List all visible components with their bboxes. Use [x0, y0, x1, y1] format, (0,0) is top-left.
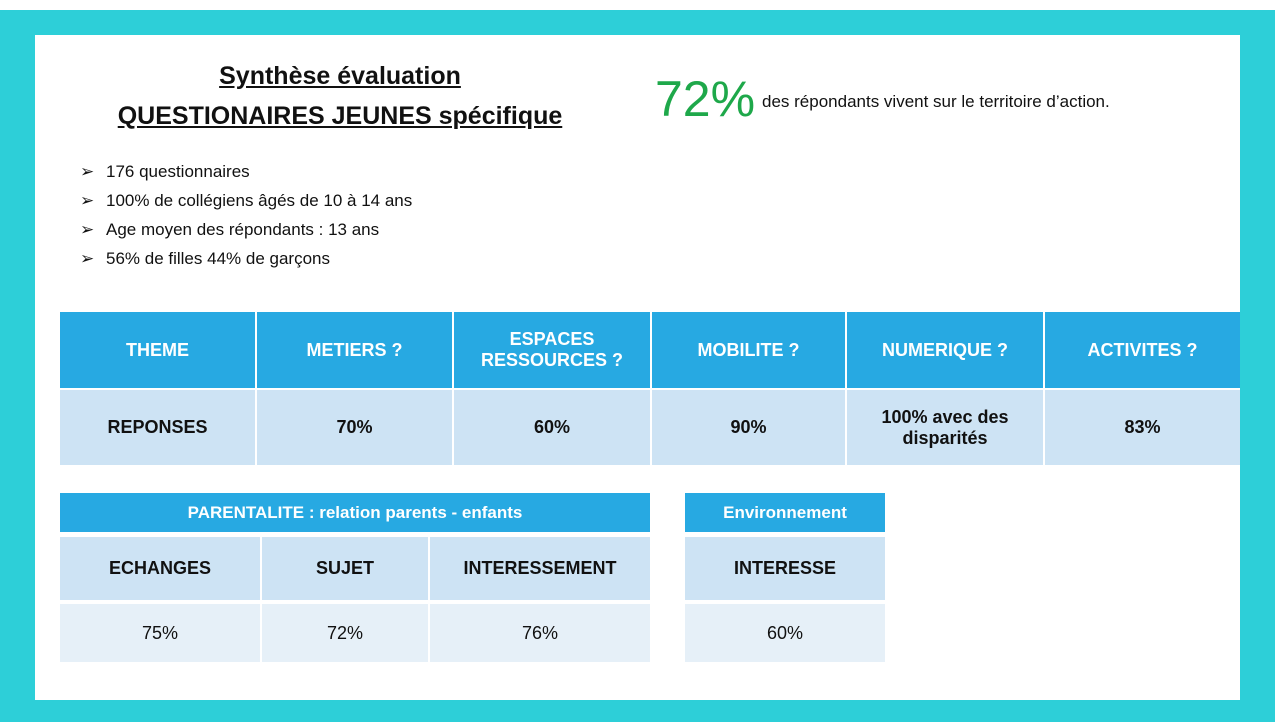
arrow: ➢	[80, 162, 95, 181]
cell-text: SUJET	[315, 558, 375, 578]
highlight-value: 72%	[655, 71, 756, 127]
header-cell: ESPACES RESSOURCES ?	[454, 312, 650, 388]
column-cell: SUJET	[262, 537, 428, 600]
cell: REPONSES	[60, 390, 255, 465]
cell-text: ESPACES RESSOURCES ?	[480, 329, 624, 370]
cell: 70%	[257, 390, 452, 465]
cell-text: ECHANGES	[108, 558, 211, 578]
cell-text: PARENTALITE : relation parents - enfants	[187, 502, 523, 522]
cell-text: INTERESSE	[733, 558, 837, 578]
cell-text: 72%	[326, 622, 364, 643]
value-cell: 60%	[685, 604, 885, 662]
cell-text: 60%	[533, 417, 571, 437]
column-cell: INTERESSE	[685, 537, 885, 600]
title: Synthèse évaluation	[219, 62, 461, 90]
bullet: ➢ 176 questionnaires	[80, 162, 250, 182]
highlight-text: des répondants vivent sur le territoire …	[762, 92, 1110, 111]
cell-text: 76%	[521, 622, 559, 643]
cell-text: NUMERIQUE ?	[882, 339, 1008, 360]
bullet: ➢ 56% de filles 44% de garçons	[80, 249, 330, 269]
header-cell: MOBILITE ?	[652, 312, 845, 388]
cell-text: INTERESSEMENT	[463, 558, 617, 578]
header-cell: METIERS ?	[257, 312, 452, 388]
bullet-text: Age moyen des répondants : 13 ans	[106, 220, 380, 239]
cell-text: 90%	[730, 417, 767, 437]
cell-text: MOBILITE ?	[697, 339, 800, 360]
value-cell: 75%	[60, 604, 260, 662]
header-cell: PARENTALITE : relation parents - enfants	[60, 493, 650, 532]
header-cell: NUMERIQUE ?	[847, 312, 1043, 388]
cell-text: Environnement	[723, 502, 847, 522]
cell-text: THEME	[126, 339, 189, 360]
value-cell: 76%	[430, 604, 650, 662]
arrow: ➢	[80, 249, 95, 268]
cell-text: 100% avec des disparités	[881, 406, 1009, 448]
bullet: ➢ 100% de collégiens âgés de 10 à 14 ans	[80, 191, 412, 211]
cell-text: METIERS ?	[306, 339, 403, 360]
bullet: ➢ Age moyen des répondants : 13 ans	[80, 220, 379, 240]
bullet-text: 56% de filles 44% de garçons	[106, 249, 330, 268]
value-cell: 72%	[262, 604, 428, 662]
cell: 100% avec des disparités	[847, 390, 1043, 465]
column-cell: ECHANGES	[60, 537, 260, 600]
header-cell: ACTIVITES ?	[1045, 312, 1240, 388]
bullet-text: 176 questionnaires	[106, 162, 250, 181]
title: QUESTIONAIRES JEUNES spécifique	[117, 102, 563, 130]
cell: 83%	[1045, 390, 1240, 465]
cell: 60%	[454, 390, 650, 465]
cell-text: 60%	[766, 622, 804, 643]
column-cell: INTERESSEMENT	[430, 537, 650, 600]
cell-text: REPONSES	[107, 417, 208, 437]
cell-text: 75%	[141, 622, 179, 643]
cell-text: ACTIVITES ?	[1087, 339, 1198, 360]
bullet-text: 100% de collégiens âgés de 10 à 14 ans	[106, 191, 413, 210]
cell-text: 70%	[336, 417, 373, 437]
header-cell: THEME	[60, 312, 255, 388]
cell-text: 83%	[1124, 417, 1161, 437]
arrow: ➢	[80, 191, 95, 210]
header-cell: Environnement	[685, 493, 885, 532]
arrow: ➢	[80, 220, 95, 239]
cell: 90%	[652, 390, 845, 465]
